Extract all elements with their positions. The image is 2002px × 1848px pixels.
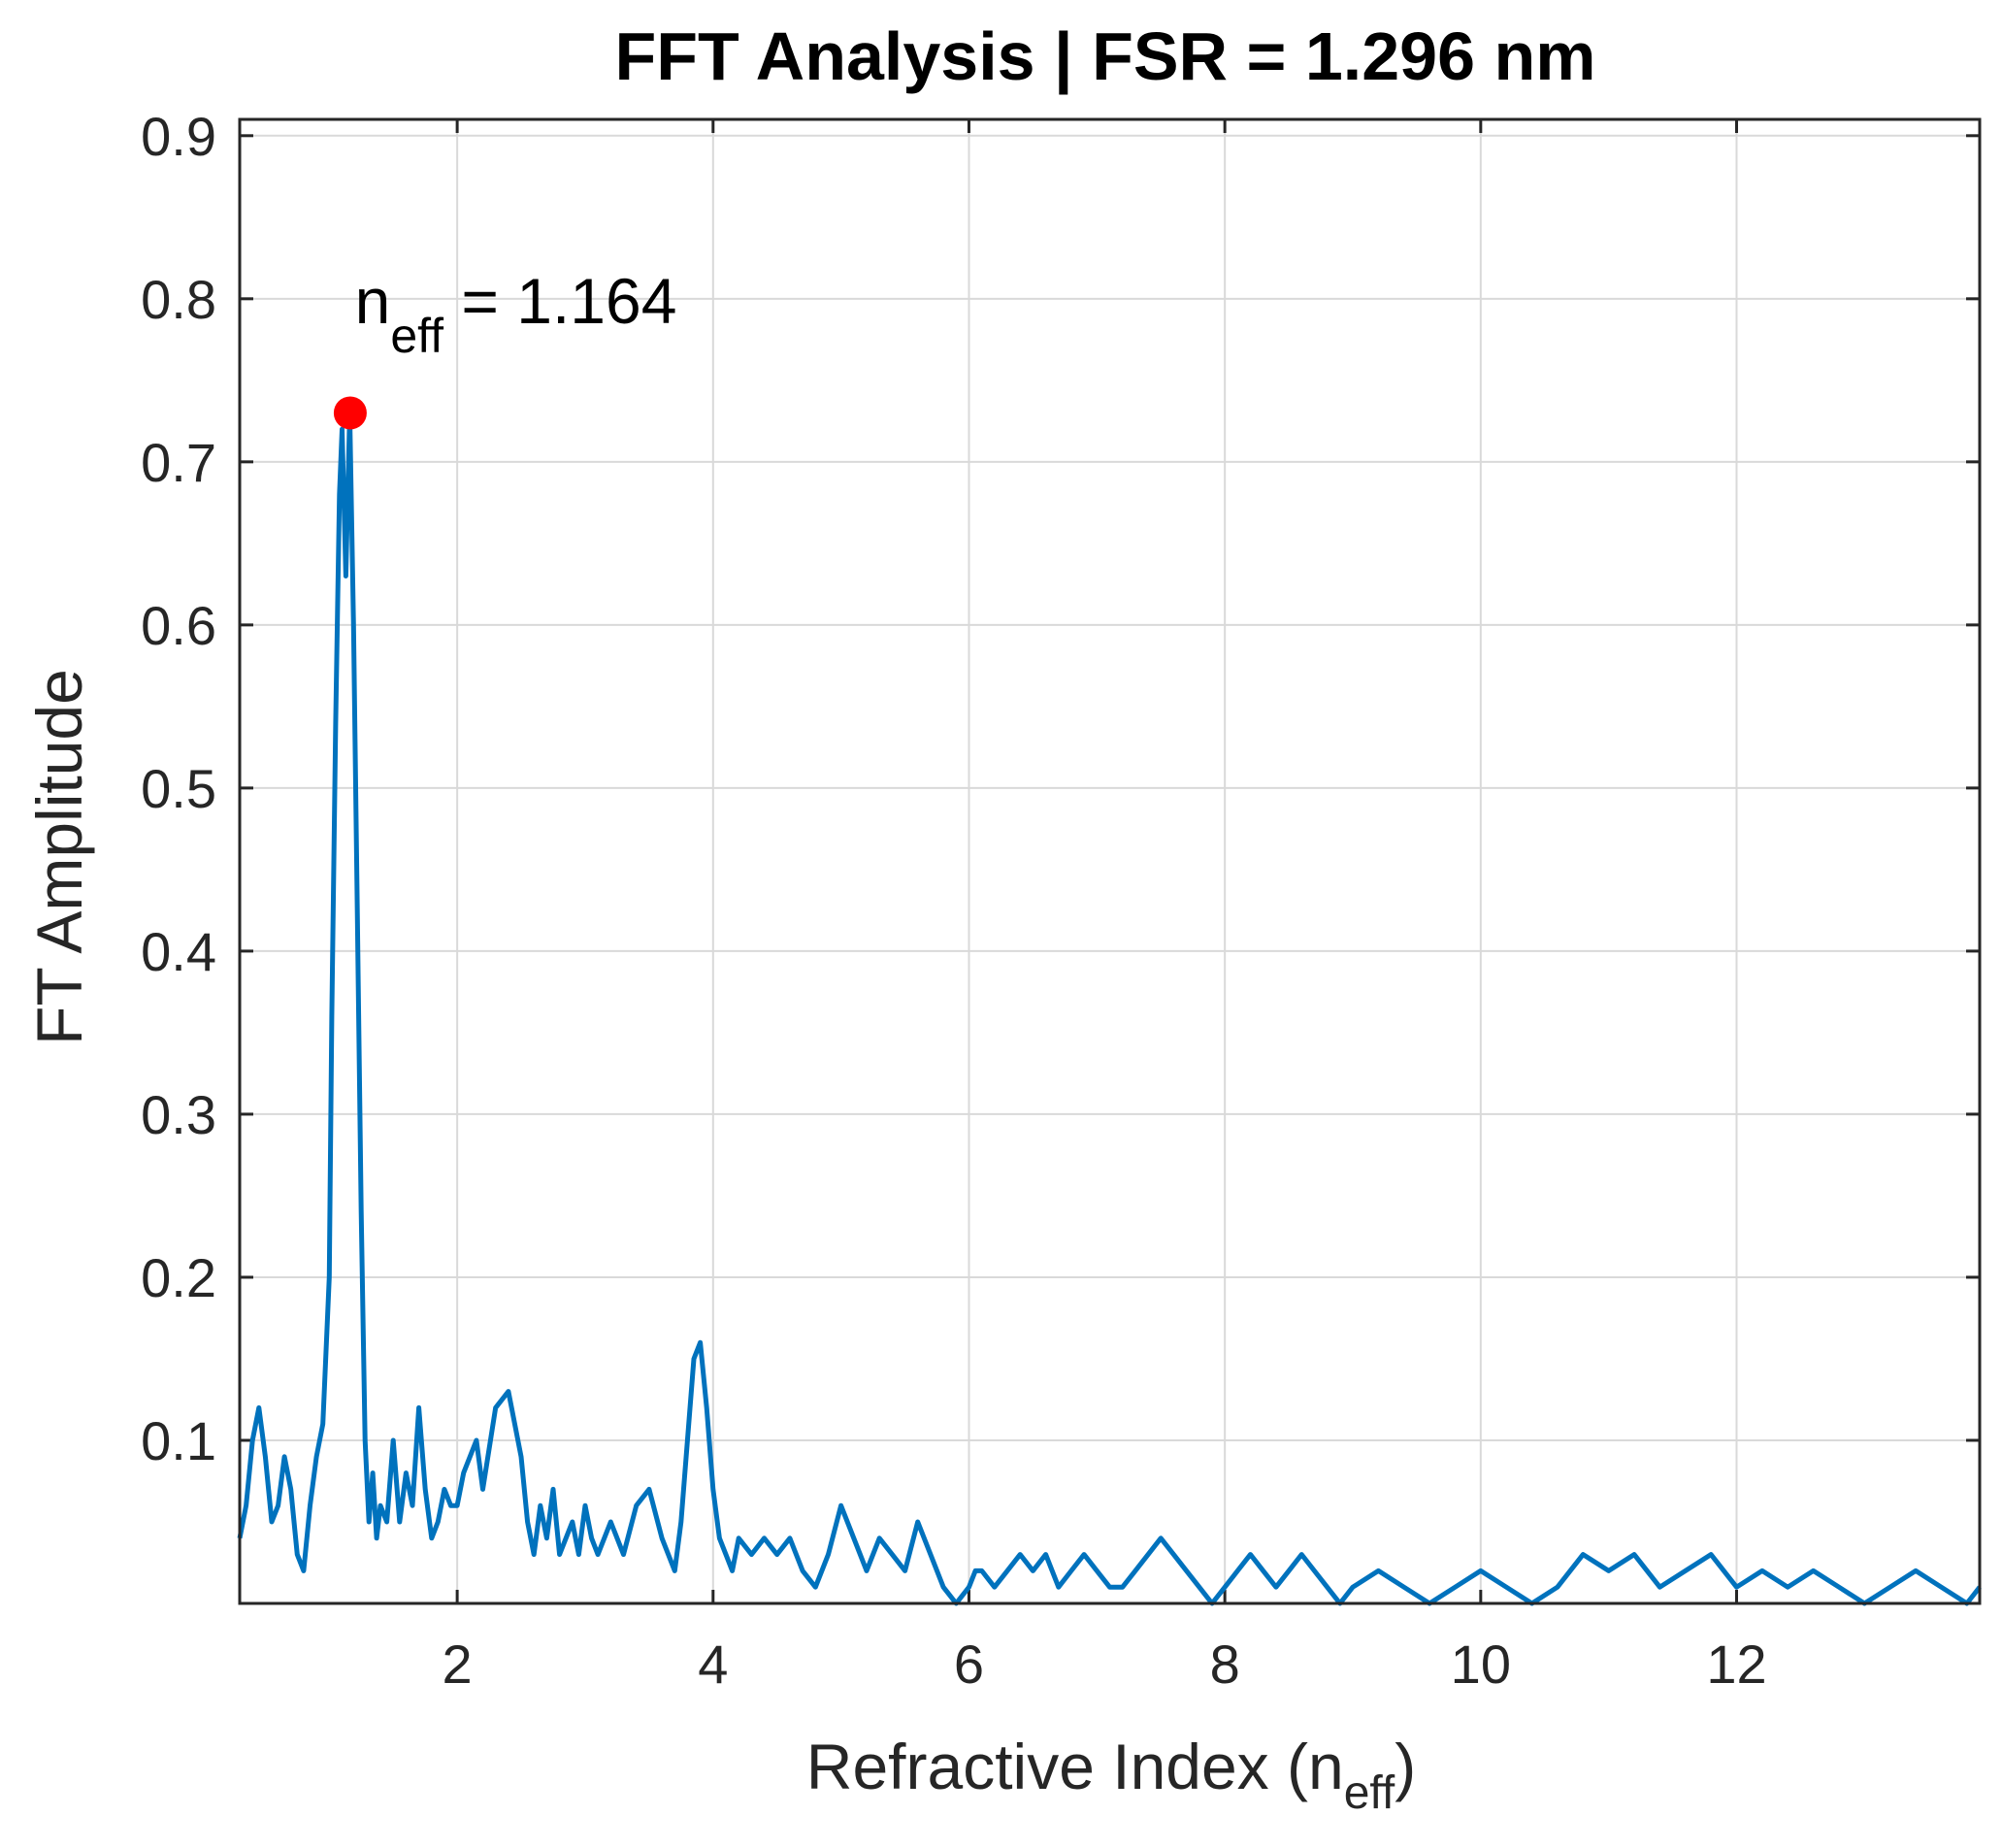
y-tick-label: 0.5 bbox=[141, 758, 216, 819]
x-tick-labels: 2 4 6 8 10 12 bbox=[443, 1634, 1767, 1695]
x-tick-label: 4 bbox=[698, 1634, 728, 1695]
peak-annotation: neff = 1.164 bbox=[355, 265, 677, 363]
y-tick-label: 0.9 bbox=[141, 106, 216, 167]
plot-area bbox=[237, 396, 1982, 1606]
y-axis-label: FT Amplitude bbox=[23, 669, 95, 1045]
x-axis-label: Refractive Index (neff) bbox=[806, 1731, 1416, 1819]
x-axis-label-sub: eff bbox=[1344, 1767, 1395, 1819]
x-axis-label-end: ) bbox=[1395, 1731, 1416, 1802]
y-tick-label: 0.3 bbox=[141, 1084, 216, 1145]
x-tick-label: 8 bbox=[1210, 1634, 1240, 1695]
y-tick-label: 0.1 bbox=[141, 1410, 216, 1471]
y-tick-labels: 0.1 0.2 0.3 0.4 0.5 0.6 0.7 0.8 0.9 bbox=[141, 106, 216, 1471]
x-tick-label: 10 bbox=[1451, 1634, 1511, 1695]
x-tick-label: 2 bbox=[443, 1634, 473, 1695]
x-axis-label-main: Refractive Index (n bbox=[806, 1731, 1344, 1802]
peak-annotation-sub: eff bbox=[390, 309, 443, 363]
y-tick-label: 0.7 bbox=[141, 432, 216, 493]
y-tick-label: 0.8 bbox=[141, 269, 216, 330]
peak-annotation-prefix: n bbox=[355, 265, 391, 337]
x-tick-label: 12 bbox=[1706, 1634, 1766, 1695]
chart-title: FFT Analysis | FSR = 1.296 nm bbox=[615, 18, 1596, 95]
axes-box bbox=[238, 117, 1982, 1605]
y-tick-label: 0.2 bbox=[141, 1247, 216, 1308]
spectrum-line bbox=[237, 410, 1982, 1606]
y-tick-label: 0.6 bbox=[141, 595, 216, 656]
peak-annotation-suffix: = 1.164 bbox=[443, 265, 676, 337]
peak-marker bbox=[333, 396, 367, 430]
axis-ticks bbox=[240, 119, 1980, 1603]
x-tick-label: 6 bbox=[954, 1634, 984, 1695]
grid-lines bbox=[240, 119, 1980, 1603]
y-tick-label: 0.4 bbox=[141, 921, 216, 982]
